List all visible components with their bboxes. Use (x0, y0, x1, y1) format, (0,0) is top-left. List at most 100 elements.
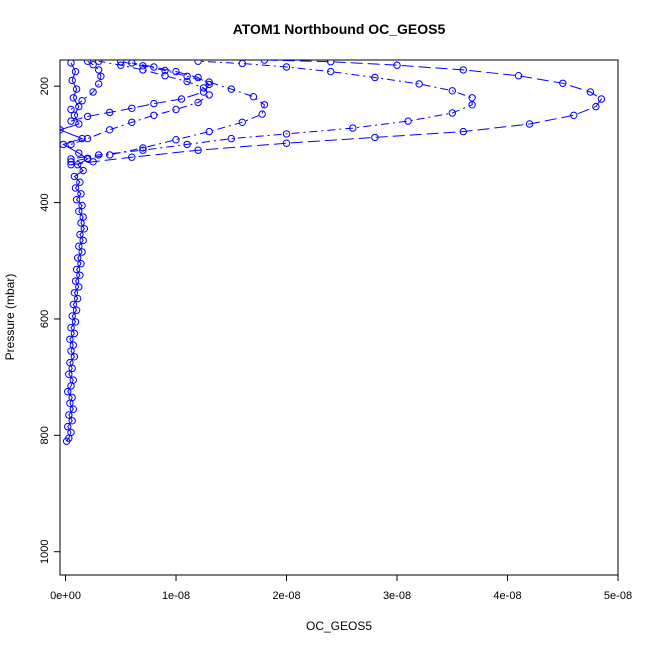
data-point (64, 422, 72, 431)
data-point (70, 353, 79, 361)
data-point (74, 254, 82, 262)
data-point (95, 80, 103, 88)
data-point (327, 60, 335, 66)
data-point (89, 60, 97, 69)
data-point (66, 358, 74, 367)
data-point (106, 151, 114, 159)
data-point (74, 294, 82, 303)
y-tick-label: 1000 (39, 539, 51, 563)
data-point (150, 111, 158, 120)
data-point (194, 73, 202, 82)
data-point (227, 134, 236, 143)
chart-title: ATOM1 Northbound OC_GEOS5 (233, 21, 446, 37)
data-point (249, 93, 258, 101)
data-point (71, 318, 80, 326)
data-point (260, 60, 269, 64)
data-point (65, 411, 73, 419)
data-point (468, 94, 476, 102)
data-point (75, 102, 83, 111)
data-point (205, 80, 213, 89)
data-point (83, 112, 92, 121)
data-point (128, 118, 136, 127)
data-point (128, 104, 136, 113)
series-line (70, 60, 473, 160)
data-point (70, 111, 79, 120)
data-point (89, 158, 97, 166)
series-line (70, 61, 265, 163)
data-point (76, 230, 84, 239)
data-point (67, 105, 75, 114)
data-point (183, 140, 191, 149)
data-point (172, 136, 180, 144)
data-point (570, 111, 578, 120)
data-point (67, 60, 75, 67)
data-point (77, 260, 85, 268)
data-point (525, 120, 534, 128)
data-point (161, 72, 169, 80)
data-point (69, 300, 78, 309)
data-point (592, 102, 600, 111)
data-point (71, 67, 80, 76)
plot-frame (59, 59, 619, 576)
data-point (97, 72, 105, 81)
data-point (60, 126, 64, 134)
x-tick-label: 3e-08 (383, 590, 411, 602)
series-line (70, 60, 210, 145)
data-point (415, 80, 423, 88)
data-point (371, 73, 379, 82)
data-point (106, 108, 114, 117)
data-point (83, 134, 92, 143)
data-point (69, 341, 78, 349)
plot-area (60, 60, 606, 445)
data-point (68, 76, 76, 85)
data-point (514, 72, 523, 80)
data-point (183, 72, 191, 81)
data-point (177, 95, 186, 103)
data-point (586, 88, 595, 96)
y-tick-label: 200 (39, 77, 51, 95)
data-point (68, 312, 76, 320)
data-point (150, 99, 158, 108)
series-near-zero-profile (60, 60, 92, 445)
data-point (349, 124, 357, 132)
data-point (95, 151, 103, 159)
data-point (67, 158, 75, 166)
data-point (238, 118, 247, 127)
series-excursion-b (67, 60, 476, 163)
data-point (79, 236, 87, 245)
data-point (128, 153, 136, 161)
y-axis-label: Pressure (mbar) (3, 274, 17, 361)
data-point (194, 146, 202, 154)
data-point (95, 66, 103, 74)
data-point (83, 155, 92, 163)
x-tick-label: 5e-08 (604, 590, 632, 602)
data-point (327, 67, 335, 76)
data-point (79, 213, 87, 221)
x-tick-label: 2e-08 (272, 590, 300, 602)
data-point (72, 306, 81, 314)
data-point (77, 190, 85, 198)
data-point (282, 130, 291, 138)
x-axis: 0e+00 1e-08 2e-08 3e-08 4e-08 5e-08 (50, 575, 632, 602)
data-point (83, 60, 92, 65)
y-tick-label: 800 (39, 426, 51, 444)
y-tick-label: 400 (39, 193, 51, 211)
data-point (64, 388, 72, 396)
data-point (72, 265, 81, 274)
data-point (70, 289, 79, 297)
data-point (172, 67, 180, 76)
data-point (67, 155, 75, 163)
data-point (282, 63, 291, 71)
data-point (459, 127, 467, 136)
data-point (70, 172, 79, 181)
data-point (78, 134, 86, 143)
series-excursion-f (67, 60, 105, 114)
data-point (66, 335, 74, 343)
data-point (194, 98, 202, 107)
data-point (150, 63, 158, 71)
data-point (71, 277, 80, 285)
data-point (78, 201, 86, 210)
data-point (194, 60, 202, 65)
data-point (70, 329, 79, 338)
data-point (72, 196, 81, 204)
